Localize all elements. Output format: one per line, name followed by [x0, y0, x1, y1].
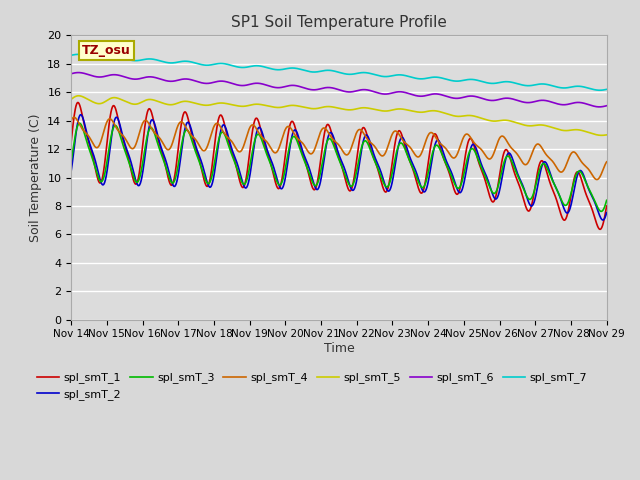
- spl_smT_3: [540, 161, 547, 167]
- spl_smT_5: [492, 118, 500, 124]
- spl_smT_3: [67, 158, 75, 164]
- Line: spl_smT_2: spl_smT_2: [71, 115, 607, 220]
- spl_smT_2: [67, 168, 75, 174]
- spl_smT_1: [596, 227, 604, 232]
- spl_smT_3: [603, 197, 611, 203]
- spl_smT_4: [540, 147, 547, 153]
- spl_smT_1: [246, 143, 254, 148]
- spl_smT_5: [598, 132, 605, 138]
- spl_smT_3: [246, 159, 254, 165]
- spl_smT_7: [422, 75, 430, 81]
- spl_smT_7: [540, 81, 547, 87]
- spl_smT_2: [77, 112, 84, 118]
- spl_smT_5: [540, 122, 547, 128]
- spl_smT_4: [173, 124, 181, 130]
- spl_smT_7: [173, 60, 181, 65]
- Title: SP1 Soil Temperature Profile: SP1 Soil Temperature Profile: [231, 15, 447, 30]
- spl_smT_2: [599, 217, 607, 223]
- spl_smT_4: [246, 123, 254, 129]
- spl_smT_1: [492, 192, 500, 198]
- spl_smT_2: [540, 160, 547, 166]
- spl_smT_7: [246, 63, 254, 69]
- spl_smT_2: [246, 168, 254, 174]
- spl_smT_4: [70, 114, 78, 120]
- spl_smT_6: [187, 77, 195, 83]
- spl_smT_1: [540, 159, 547, 165]
- spl_smT_5: [603, 132, 611, 138]
- spl_smT_4: [603, 159, 611, 165]
- spl_smT_7: [187, 59, 195, 65]
- spl_smT_5: [246, 102, 254, 108]
- spl_smT_4: [422, 137, 430, 143]
- Legend: spl_smT_1, spl_smT_2, spl_smT_3, spl_smT_4, spl_smT_5, spl_smT_6, spl_smT_7: spl_smT_1, spl_smT_2, spl_smT_3, spl_smT…: [33, 368, 591, 404]
- spl_smT_4: [67, 118, 75, 123]
- spl_smT_6: [540, 97, 547, 103]
- spl_smT_4: [492, 144, 500, 150]
- spl_smT_2: [603, 210, 611, 216]
- spl_smT_1: [74, 100, 82, 106]
- spl_smT_3: [422, 179, 430, 184]
- spl_smT_1: [603, 203, 611, 209]
- spl_smT_7: [67, 52, 75, 58]
- spl_smT_7: [74, 51, 82, 57]
- spl_smT_3: [76, 120, 84, 126]
- spl_smT_5: [67, 96, 75, 102]
- spl_smT_2: [492, 196, 500, 202]
- spl_smT_5: [173, 100, 181, 106]
- spl_smT_5: [75, 93, 83, 99]
- spl_smT_5: [187, 99, 195, 105]
- spl_smT_6: [246, 81, 254, 87]
- spl_smT_6: [492, 97, 500, 103]
- Text: TZ_osu: TZ_osu: [82, 44, 131, 57]
- Line: spl_smT_6: spl_smT_6: [71, 72, 607, 107]
- spl_smT_4: [187, 132, 195, 137]
- Line: spl_smT_3: spl_smT_3: [71, 123, 607, 211]
- spl_smT_4: [593, 177, 601, 182]
- Line: spl_smT_1: spl_smT_1: [71, 103, 607, 229]
- spl_smT_3: [597, 208, 605, 214]
- X-axis label: Time: Time: [323, 342, 355, 355]
- spl_smT_1: [67, 139, 75, 145]
- spl_smT_1: [422, 174, 430, 180]
- spl_smT_6: [596, 104, 604, 110]
- spl_smT_1: [173, 151, 181, 157]
- spl_smT_6: [603, 103, 611, 108]
- spl_smT_2: [187, 124, 195, 130]
- spl_smT_3: [492, 189, 500, 194]
- spl_smT_1: [187, 127, 195, 132]
- spl_smT_7: [492, 80, 500, 86]
- spl_smT_6: [74, 70, 82, 75]
- Line: spl_smT_7: spl_smT_7: [71, 54, 607, 90]
- Line: spl_smT_4: spl_smT_4: [71, 117, 607, 180]
- Line: spl_smT_5: spl_smT_5: [71, 96, 607, 135]
- spl_smT_7: [596, 87, 604, 93]
- spl_smT_6: [422, 93, 430, 98]
- Y-axis label: Soil Temperature (C): Soil Temperature (C): [29, 113, 42, 242]
- spl_smT_6: [173, 77, 181, 83]
- spl_smT_5: [422, 109, 430, 115]
- spl_smT_2: [422, 187, 430, 192]
- spl_smT_6: [67, 71, 75, 77]
- spl_smT_2: [173, 175, 181, 181]
- spl_smT_3: [173, 166, 181, 171]
- spl_smT_7: [603, 86, 611, 92]
- spl_smT_3: [187, 134, 195, 140]
